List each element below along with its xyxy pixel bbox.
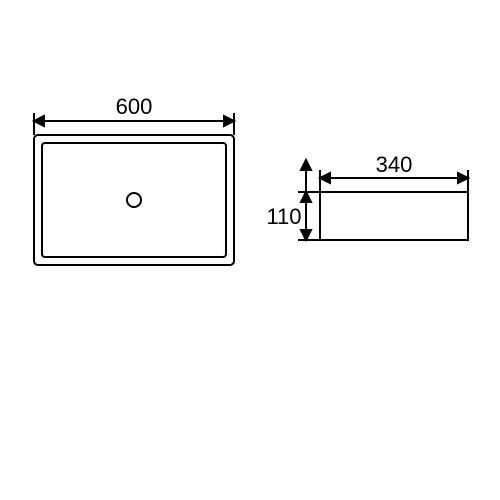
arrow-left-icon	[320, 173, 330, 183]
drawing-canvas: 600 340 110	[0, 0, 500, 500]
arrow-right-icon	[458, 173, 468, 183]
arrow-down-icon	[301, 230, 311, 240]
basin-side-rect	[320, 192, 468, 240]
side-view-svg	[0, 0, 500, 500]
dim-110-label: 110	[262, 204, 306, 230]
arrow-up-icon	[301, 192, 311, 202]
dim-340-label: 340	[368, 152, 420, 178]
arrow-up-leader-icon	[301, 160, 311, 170]
